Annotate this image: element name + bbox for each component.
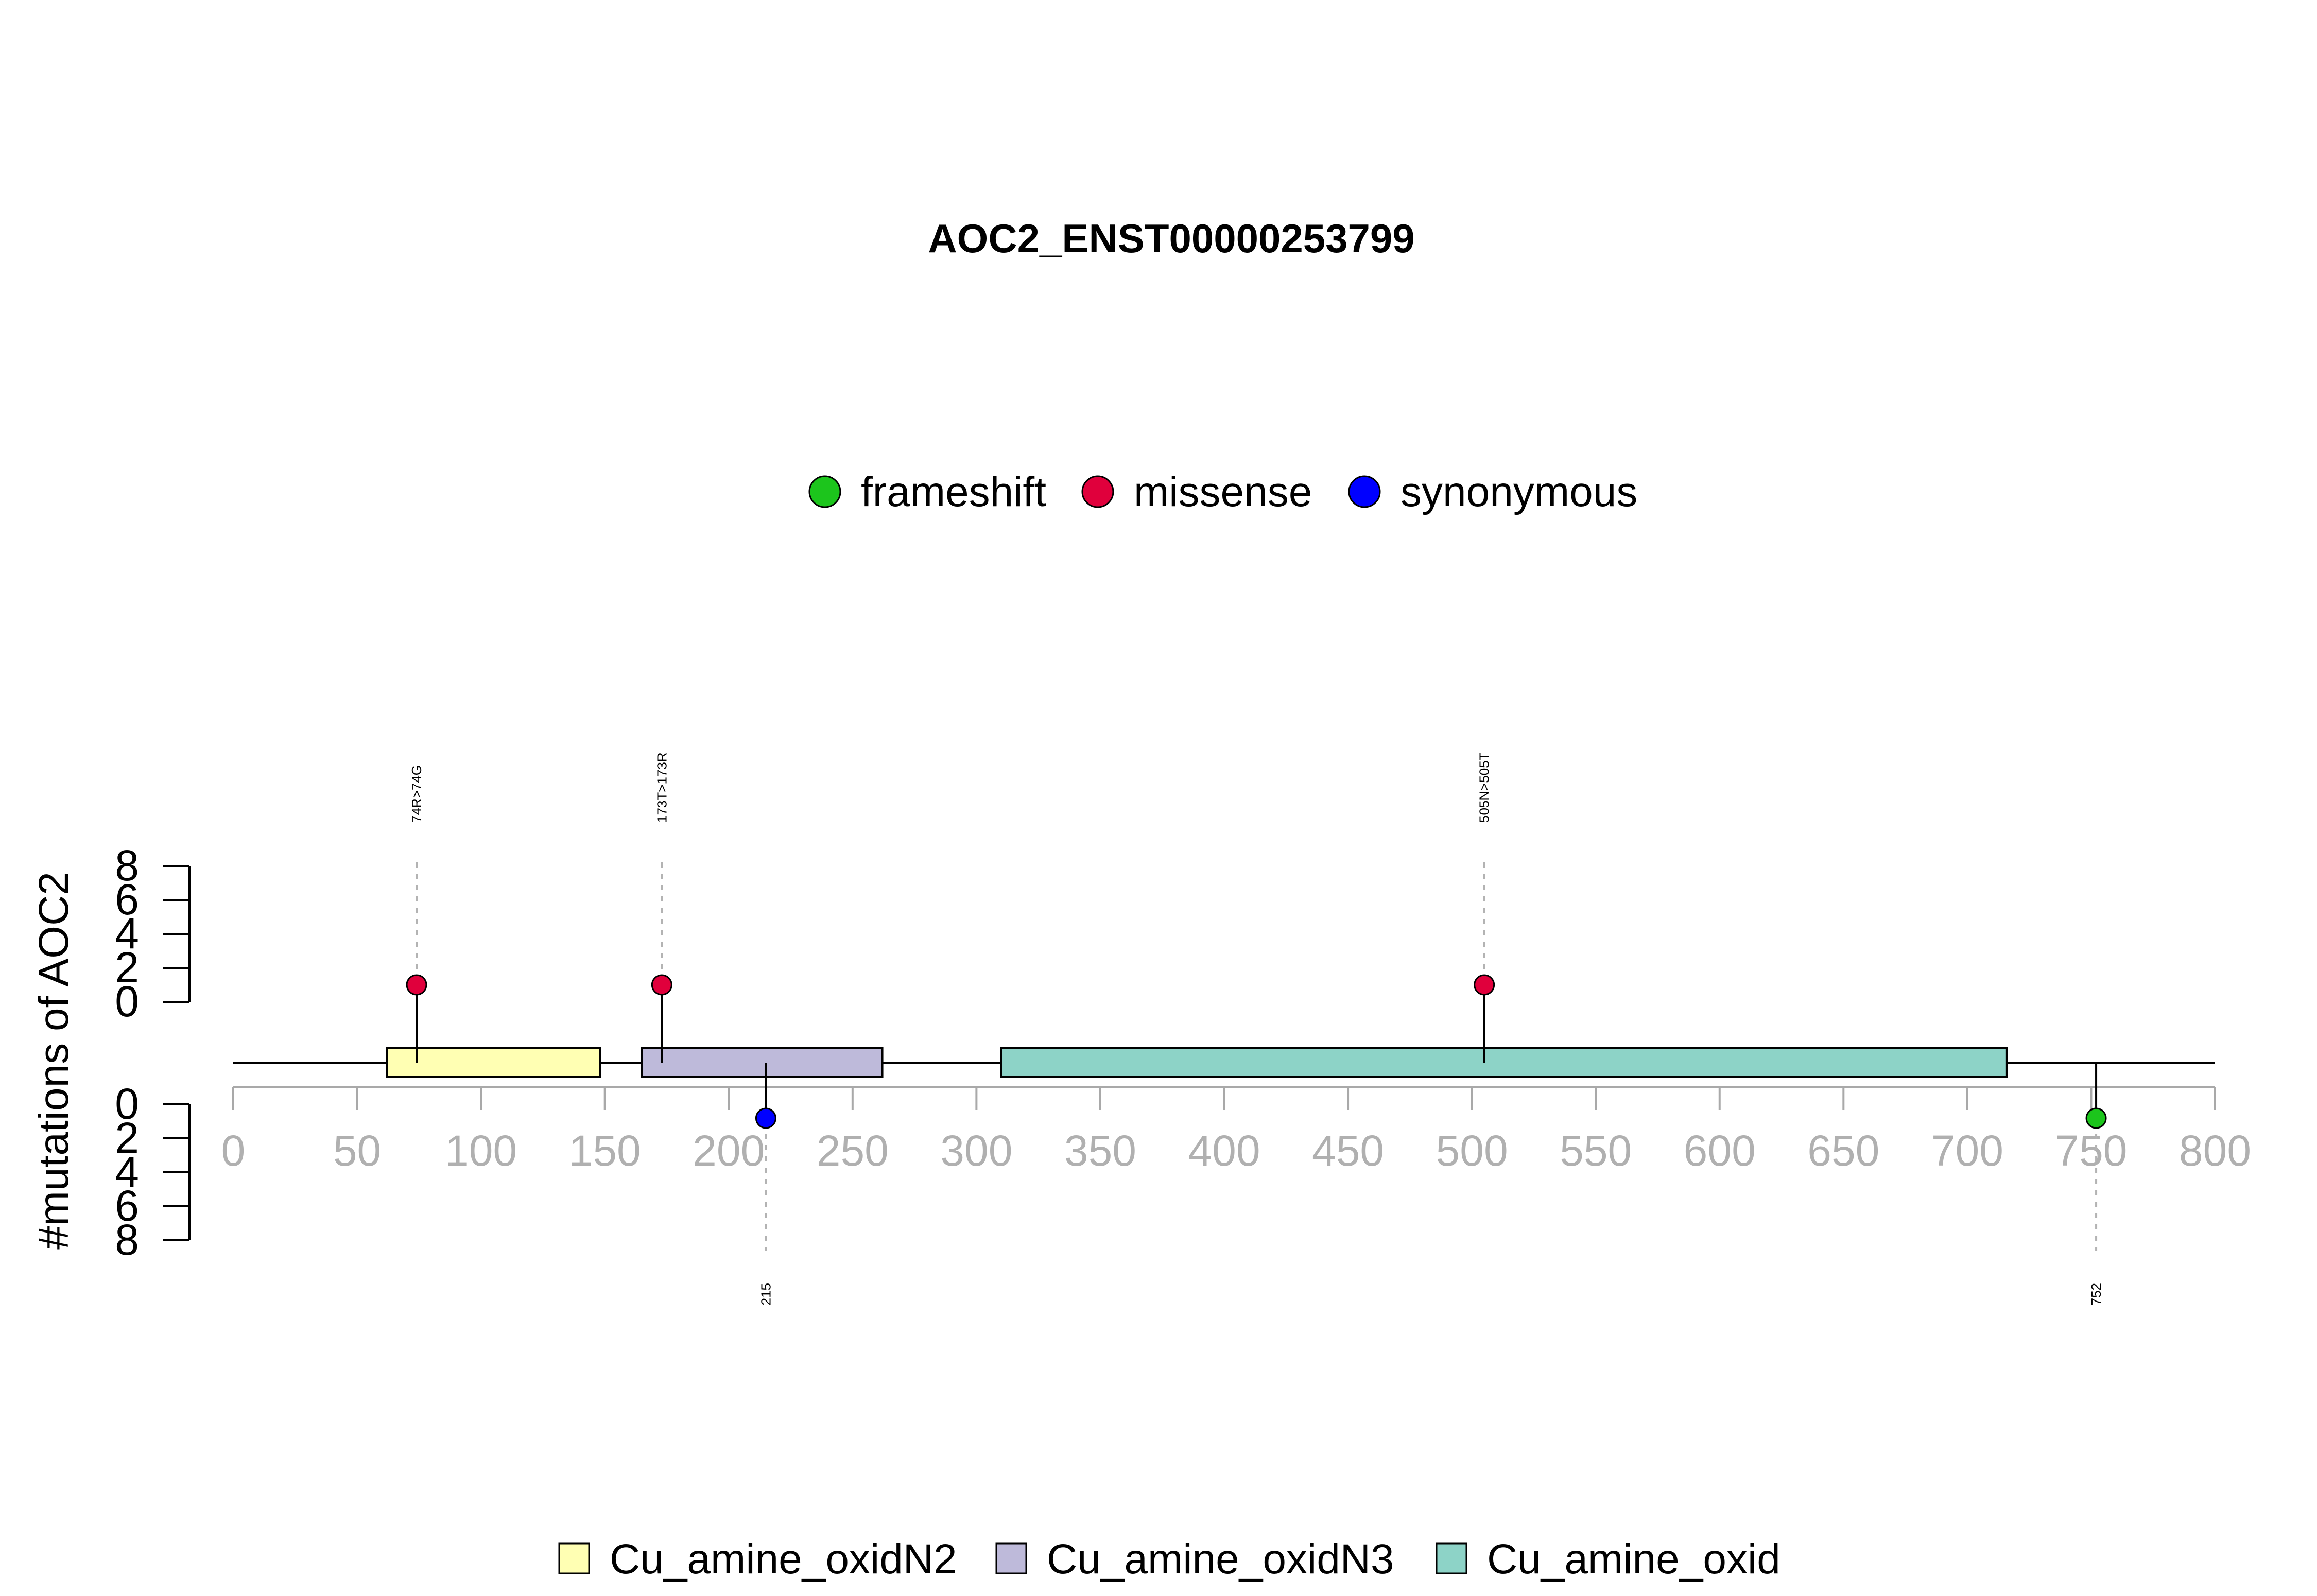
x-tick-label-600: 600 [1684, 1126, 1756, 1175]
x-tick-label-100: 100 [445, 1126, 517, 1175]
lollipop-head-215 [755, 1107, 776, 1129]
mutation-label-505: 505N>505T [1477, 752, 1492, 823]
top-y-tick-label-6: 6 [115, 875, 139, 924]
legend-marker-missense [1081, 475, 1114, 508]
y-axis-label: #mutations of AOC2 [30, 872, 77, 1250]
domain-legend-label-Cu_amine_oxid: Cu_amine_oxid [1487, 1536, 1780, 1583]
top-y-tick-label-4: 4 [115, 909, 139, 958]
legend-label-synonymous: synonymous [1400, 469, 1637, 515]
lollipop-head-74 [406, 974, 427, 996]
domain-legend-swatch-Cu_amine_oxid [1436, 1542, 1467, 1574]
bottom-y-tick-label-8: 8 [115, 1216, 139, 1264]
x-tick-label-550: 550 [1560, 1126, 1632, 1175]
legend-marker-synonymous [1348, 475, 1381, 508]
x-tick-label-450: 450 [1312, 1126, 1384, 1175]
mutation-label-74: 74R>74G [409, 765, 424, 823]
x-tick-label-150: 150 [569, 1126, 641, 1175]
mutation-label-752: 752 [2088, 1283, 2104, 1305]
x-tick-label-350: 350 [1064, 1126, 1136, 1175]
bottom-y-tick-label-2: 2 [115, 1114, 139, 1162]
x-tick-label-0: 0 [221, 1126, 246, 1175]
lollipop-head-752 [2085, 1107, 2107, 1129]
bottom-y-tick-label-0: 0 [115, 1080, 139, 1128]
x-tick-label-400: 400 [1188, 1126, 1260, 1175]
mutation-label-173: 173T>173R [654, 752, 669, 823]
x-tick-label-650: 650 [1807, 1126, 1879, 1175]
domain-legend-swatch-Cu_amine_oxidN2 [558, 1542, 590, 1574]
top-y-tick-label-0: 0 [115, 977, 139, 1026]
x-tick-label-500: 500 [1436, 1126, 1508, 1175]
lollipop-head-505 [1474, 974, 1495, 996]
domain-legend-label-Cu_amine_oxidN2: Cu_amine_oxidN2 [610, 1536, 957, 1583]
x-tick-label-50: 50 [333, 1126, 381, 1175]
x-tick-label-300: 300 [940, 1126, 1012, 1175]
bottom-y-tick-label-6: 6 [115, 1182, 139, 1230]
top-y-tick-label-8: 8 [115, 841, 139, 890]
x-tick-label-250: 250 [817, 1126, 889, 1175]
x-tick-label-750: 750 [2055, 1126, 2127, 1175]
legend-label-missense: missense [1134, 469, 1312, 515]
x-tick-label-700: 700 [1931, 1126, 2003, 1175]
domain-Cu_amine_oxidN3 [641, 1047, 884, 1078]
lollipop-head-173 [651, 974, 672, 996]
legend-label-frameshift: frameshift [861, 469, 1046, 515]
x-tick-label-200: 200 [693, 1126, 765, 1175]
bottom-y-tick-label-4: 4 [115, 1148, 139, 1196]
domain-Cu_amine_oxid [1000, 1047, 2008, 1078]
top-y-tick-label-2: 2 [115, 943, 139, 992]
mutation-label-215: 215 [758, 1283, 773, 1305]
chart-title: AOC2_ENST00000253799 [928, 216, 1414, 261]
domain-legend-swatch-Cu_amine_oxidN3 [995, 1542, 1027, 1574]
x-tick-label-800: 800 [2179, 1126, 2251, 1175]
domain-Cu_amine_oxidN2 [386, 1047, 601, 1078]
domain-legend-label-Cu_amine_oxidN3: Cu_amine_oxidN3 [1047, 1536, 1394, 1583]
legend-marker-frameshift [808, 475, 841, 508]
